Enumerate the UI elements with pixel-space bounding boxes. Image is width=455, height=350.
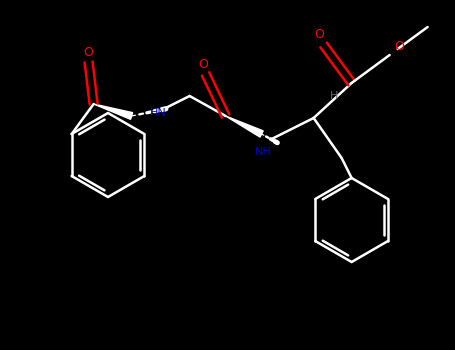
Text: O: O [84,46,94,58]
Polygon shape [94,104,133,119]
Polygon shape [226,116,263,137]
Text: O: O [394,41,404,54]
Text: O: O [315,28,324,42]
Text: HN: HN [150,108,167,118]
Text: NH: NH [255,147,272,157]
Text: O: O [199,57,208,70]
Text: H: H [329,91,338,101]
